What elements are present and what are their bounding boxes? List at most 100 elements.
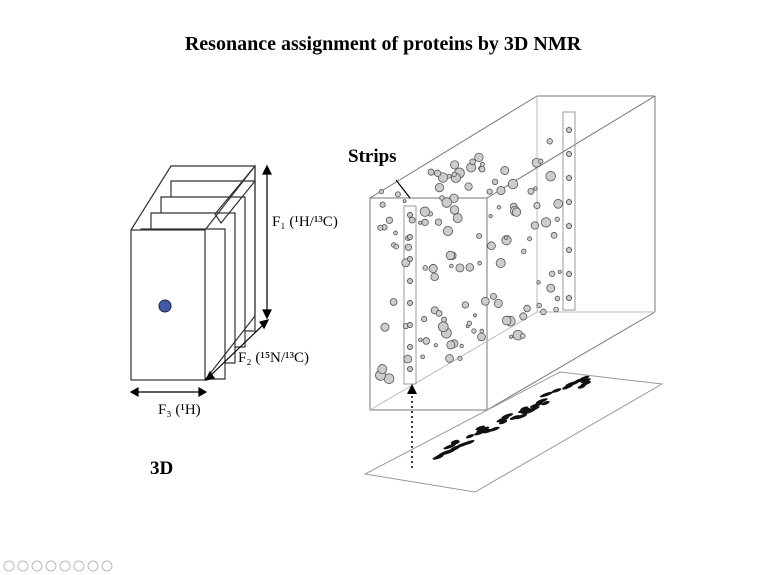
dash — [443, 443, 456, 450]
dash — [432, 454, 444, 460]
spectrum-box — [369, 95, 656, 411]
dot — [476, 233, 482, 239]
dot — [495, 258, 506, 269]
f1-label: F₁ (¹H/¹³C) — [272, 214, 338, 230]
dot — [566, 295, 572, 301]
dash — [535, 398, 548, 404]
dot — [377, 364, 388, 375]
dot — [457, 355, 463, 361]
dot — [445, 250, 456, 261]
dot — [380, 322, 390, 332]
dot — [402, 199, 407, 204]
dot — [530, 221, 540, 230]
dot — [477, 332, 486, 342]
dot — [540, 308, 547, 316]
dot — [452, 213, 463, 224]
dot — [496, 186, 506, 196]
dot — [566, 199, 572, 205]
dot — [407, 212, 413, 218]
dot — [419, 206, 431, 217]
dot — [422, 337, 430, 345]
dash — [518, 407, 530, 413]
plane-stack — [130, 164, 256, 381]
dash — [496, 416, 510, 423]
dot — [421, 316, 428, 323]
slide-title: Resonance assignment of proteins by 3D N… — [185, 33, 582, 55]
dot — [471, 328, 477, 334]
dot — [493, 298, 503, 308]
dash — [551, 388, 562, 393]
dot — [434, 183, 445, 193]
dot — [501, 315, 512, 326]
dot — [566, 151, 572, 157]
projection-plane — [363, 371, 664, 493]
dash — [541, 401, 550, 406]
dot — [451, 171, 457, 178]
dash — [488, 426, 500, 432]
dot — [486, 188, 493, 195]
dot — [566, 223, 572, 229]
dot — [548, 270, 556, 277]
dot — [403, 354, 413, 364]
dot — [487, 241, 496, 251]
dot — [430, 272, 439, 282]
dot — [554, 295, 561, 302]
projection-peaks — [432, 375, 592, 460]
dot — [546, 283, 556, 293]
dot — [377, 224, 384, 231]
dot — [566, 127, 572, 133]
dot — [434, 218, 443, 226]
dot — [527, 187, 535, 195]
dot — [407, 344, 413, 350]
axis-arrows — [129, 164, 272, 398]
dot — [379, 201, 386, 208]
dot — [427, 168, 435, 176]
dot — [435, 310, 443, 317]
dot — [446, 173, 452, 179]
dot — [461, 301, 469, 309]
peak-dots — [375, 127, 572, 384]
dot — [557, 269, 562, 274]
dot — [536, 280, 541, 285]
dot — [450, 160, 460, 170]
dash — [450, 445, 461, 451]
dot — [441, 197, 452, 208]
dot — [466, 320, 473, 327]
arrow-head — [407, 384, 417, 394]
dot — [523, 304, 531, 313]
dot — [550, 232, 558, 239]
dot — [449, 263, 454, 269]
dot — [407, 366, 413, 372]
dot — [477, 260, 482, 266]
peak — [158, 299, 172, 313]
dot — [533, 186, 538, 191]
dot — [407, 234, 413, 240]
dot — [566, 247, 572, 253]
strips-label: Strips — [348, 146, 397, 167]
dot — [521, 248, 527, 255]
dot — [407, 300, 413, 306]
dot — [421, 218, 429, 227]
dot — [449, 205, 460, 215]
dot — [500, 166, 510, 175]
dot — [394, 191, 401, 198]
dot — [418, 337, 423, 343]
dot — [446, 340, 456, 350]
dash — [442, 449, 453, 455]
dot — [480, 296, 490, 306]
dash — [577, 384, 586, 389]
dot — [464, 182, 473, 191]
f2-label: F₂ (¹⁵N/¹³C) — [238, 350, 309, 366]
dash — [562, 385, 571, 390]
dash — [450, 439, 459, 444]
dot — [490, 292, 497, 300]
dot — [385, 216, 393, 224]
dot — [533, 202, 541, 210]
dot — [433, 343, 438, 348]
dot — [478, 165, 486, 173]
dot — [538, 158, 544, 164]
dash — [509, 415, 521, 420]
dot — [469, 158, 476, 166]
